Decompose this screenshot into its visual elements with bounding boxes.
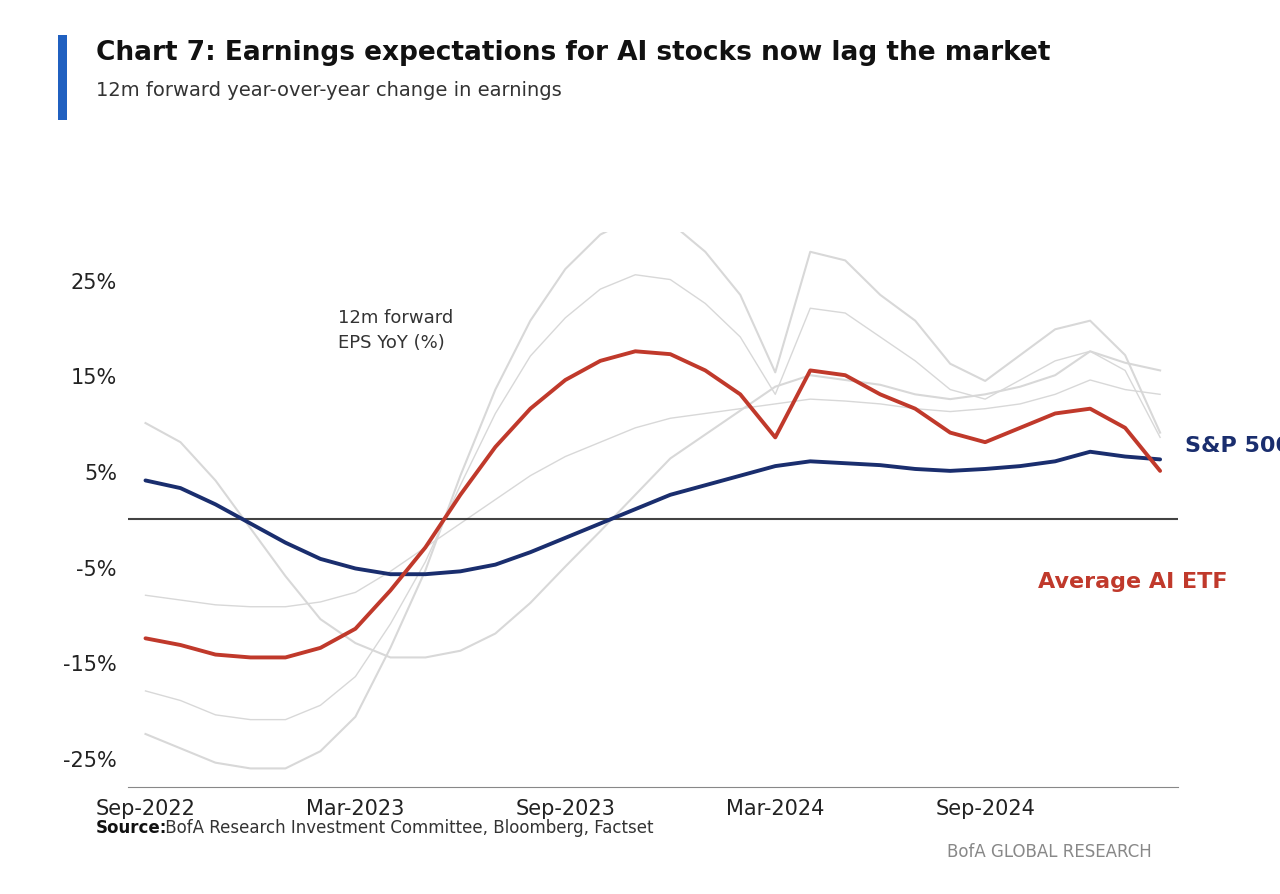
Text: 12m forward
EPS YoY (%): 12m forward EPS YoY (%)	[338, 309, 453, 352]
Text: BofA GLOBAL RESEARCH: BofA GLOBAL RESEARCH	[947, 842, 1152, 860]
Text: Source:: Source:	[96, 818, 168, 836]
Text: S&P 500: S&P 500	[1184, 435, 1280, 456]
Text: 12m forward year-over-year change in earnings: 12m forward year-over-year change in ear…	[96, 80, 562, 99]
Text: BofA Research Investment Committee, Bloomberg, Factset: BofA Research Investment Committee, Bloo…	[160, 818, 654, 836]
Text: Chart 7: Earnings expectations for AI stocks now lag the market: Chart 7: Earnings expectations for AI st…	[96, 40, 1051, 66]
Text: Average AI ETF: Average AI ETF	[1038, 571, 1228, 591]
